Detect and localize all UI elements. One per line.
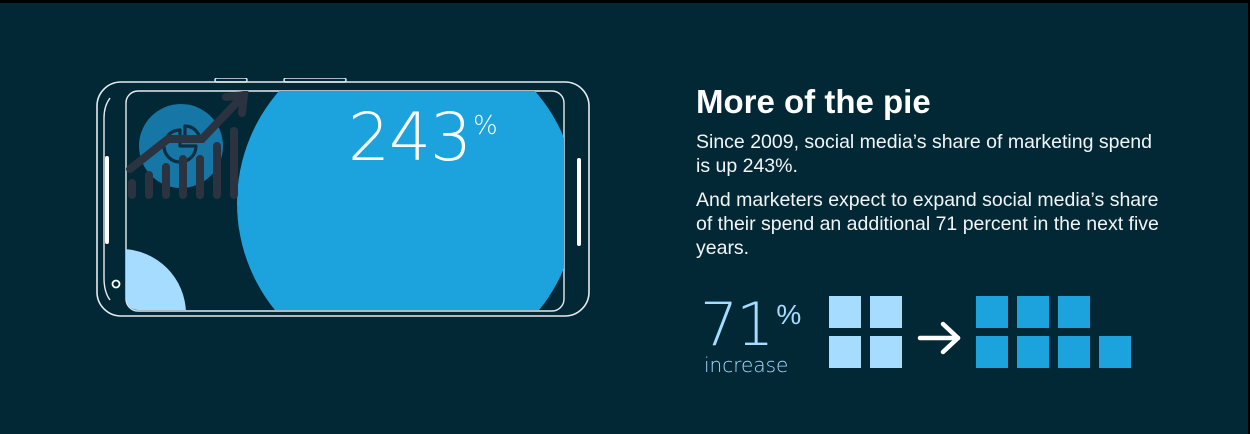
block — [1017, 336, 1049, 368]
block — [829, 336, 861, 368]
block — [1058, 296, 1090, 328]
block — [870, 296, 902, 328]
body-paragraph-1: Since 2009, social media’s share of mark… — [696, 130, 1152, 177]
growth-stat-value: 243 — [348, 99, 472, 176]
arrow-right-icon — [917, 321, 961, 355]
block — [829, 296, 861, 328]
phone-illustration: 243% — [96, 78, 590, 317]
body-paragraph-2: And marketers expect to expand social me… — [696, 188, 1159, 259]
infographic-panel: 243% More of the pie Since 2009, social … — [0, 3, 1248, 434]
text-block: More of the pie Since 2009, social media… — [696, 83, 1166, 270]
increase-stat: 71% increase — [700, 295, 802, 377]
block — [976, 336, 1008, 368]
trend-up-bar-chart-icon — [126, 91, 249, 199]
block — [976, 296, 1008, 328]
headline: More of the pie — [696, 83, 931, 120]
growth-stat-unit: % — [472, 111, 498, 141]
block — [1099, 336, 1131, 368]
block — [1058, 336, 1090, 368]
increase-unit: % — [776, 299, 802, 330]
increase-label: increase — [704, 353, 789, 377]
block — [870, 336, 902, 368]
big-accent-circle — [237, 91, 564, 310]
block — [1017, 296, 1049, 328]
growth-stat: 243% — [348, 105, 498, 171]
phone-screen: 243% — [126, 91, 564, 310]
corner-light-circle — [126, 249, 186, 310]
increase-value: 71 — [700, 290, 774, 360]
